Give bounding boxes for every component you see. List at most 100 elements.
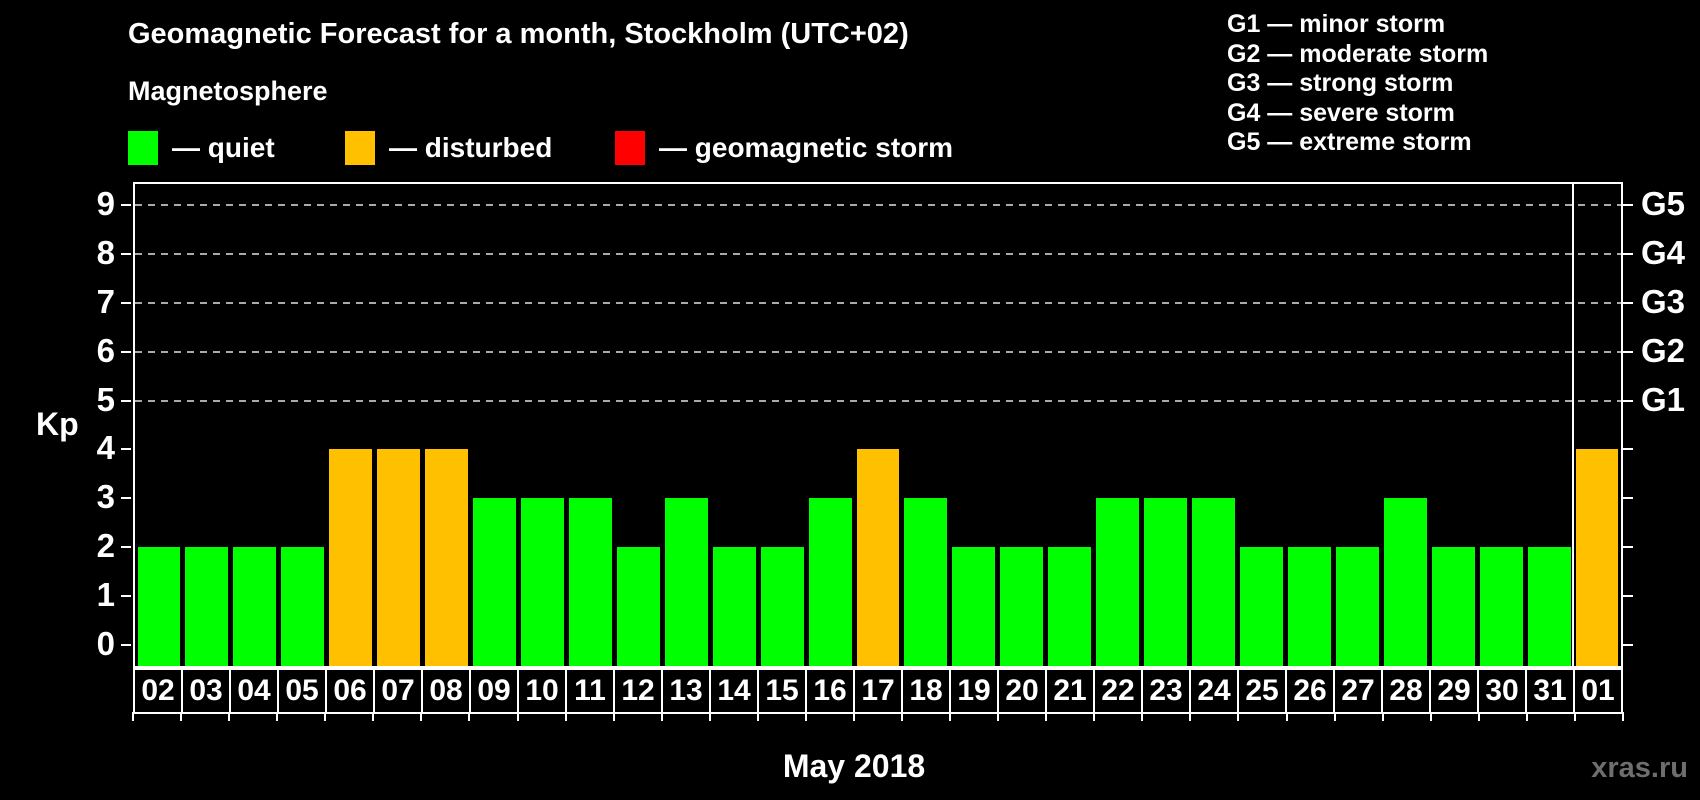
day-boundary-tick — [1189, 712, 1191, 721]
bar-day-08 — [425, 449, 469, 666]
day-boundary-tick — [1334, 712, 1336, 721]
day-label-cell-06: 06 — [327, 670, 375, 712]
bar-day-23 — [1144, 498, 1188, 666]
kp-tick-right-9 — [1623, 203, 1633, 206]
bar-day-14 — [712, 547, 756, 666]
day-label-cell-19: 19 — [951, 670, 999, 712]
bar-day-06 — [329, 449, 373, 666]
storm-scale-g1: G1 — minor storm — [1227, 10, 1446, 38]
kp-tick-right-3 — [1623, 497, 1633, 500]
month-label: May 2018 — [782, 748, 926, 784]
day-boundary-tick — [1045, 712, 1047, 721]
day-label-cell-20: 20 — [999, 670, 1047, 712]
day-boundary-tick — [1141, 712, 1143, 721]
day-boundary-tick — [1093, 712, 1095, 721]
day-label-cell-02: 02 — [135, 670, 183, 712]
day-label-cell-04: 04 — [231, 670, 279, 712]
kp-tick-right-4 — [1623, 448, 1633, 451]
bar-day-15 — [760, 547, 804, 666]
quiet-swatch-icon — [128, 131, 158, 165]
day-label-cell-23: 23 — [1143, 670, 1191, 712]
day-label-cell-16: 16 — [807, 670, 855, 712]
day-boundary-tick — [276, 712, 278, 721]
day-label-cell-17: 17 — [855, 670, 903, 712]
g-level-label-g4: G4 — [1641, 233, 1686, 271]
bar-day-17 — [856, 449, 900, 666]
grid-line-kp9 — [135, 203, 1621, 206]
day-label-row: 02 03 04 05 06 07 08 09 10 11 12 13 14 15 16 17 18 19 20 21… — [133, 668, 1623, 714]
bar-day-27 — [1335, 547, 1379, 666]
bar-day-05 — [281, 547, 325, 666]
day-label-cell-01: 01 — [1581, 674, 1615, 707]
legend-item-quiet: — quiet — [128, 130, 275, 166]
kp-tick-right-8 — [1623, 252, 1633, 255]
day-label-cell-11: 11 — [567, 670, 615, 712]
kp-tick-label-6: 6 — [96, 331, 115, 369]
storm-swatch-icon — [615, 131, 645, 165]
kp-tick-left-9 — [121, 203, 131, 206]
grid-line-kp5 — [135, 399, 1621, 402]
legend-item-disturbed: — disturbed — [345, 130, 552, 166]
day-boundary-tick — [901, 712, 903, 721]
watermark-xras: xras.ru — [1591, 752, 1688, 784]
day-boundary-tick — [1526, 712, 1528, 721]
legend-label-storm: — geomagnetic storm — [659, 132, 954, 163]
kp-tick-left-2 — [121, 546, 131, 549]
day-label-cell-24: 24 — [1191, 670, 1239, 712]
day-boundary-tick — [420, 712, 422, 721]
day-label-cell-25: 25 — [1239, 670, 1287, 712]
kp-tick-label-4: 4 — [96, 429, 115, 467]
bar-day-12 — [616, 547, 660, 666]
kp-tick-right-6 — [1623, 350, 1633, 353]
day-label-cell-15: 15 — [759, 670, 807, 712]
day-label-cell-09: 09 — [471, 670, 519, 712]
kp-tick-left-3 — [121, 497, 131, 500]
day-boundary-tick — [180, 712, 182, 721]
day-label-cell-14: 14 — [711, 670, 759, 712]
bar-day-10 — [520, 498, 564, 666]
bar-day-30 — [1479, 547, 1523, 666]
day-boundary-tick — [565, 712, 567, 721]
kp-tick-label-5: 5 — [96, 380, 115, 418]
kp-tick-left-4 — [121, 448, 131, 451]
bar-day-04 — [233, 547, 277, 666]
kp-tick-left-1 — [121, 595, 131, 598]
page-title: Geomagnetic Forecast for a month, Stockh… — [128, 18, 909, 50]
bar-day-16 — [808, 498, 852, 666]
month-separator-line — [1572, 184, 1575, 666]
day-label-cell-12: 12 — [615, 670, 663, 712]
kp-tick-label-8: 8 — [96, 233, 115, 271]
day-boundary-tick — [1237, 712, 1239, 721]
day-boundary-tick — [661, 712, 663, 721]
bar-day-19 — [952, 547, 996, 666]
day-boundary-tick — [1382, 712, 1384, 721]
day-boundary-tick — [709, 712, 711, 721]
g-level-label-g2: G2 — [1641, 331, 1686, 369]
kp-tick-label-0: 0 — [96, 625, 115, 663]
day-label-cell-05: 05 — [279, 670, 327, 712]
day-boundary-tick — [132, 712, 134, 721]
day-label-cell-27: 27 — [1335, 670, 1383, 712]
bar-day-09 — [473, 498, 516, 666]
day-boundary-tick — [372, 712, 374, 721]
bar-day-07 — [377, 449, 421, 666]
day-label-cell-21: 21 — [1047, 670, 1095, 712]
day-label-cell-29: 29 — [1431, 670, 1479, 712]
storm-scale-g5: G5 — extreme storm — [1227, 128, 1472, 156]
kp-tick-label-7: 7 — [96, 282, 115, 320]
day-boundary-tick — [997, 712, 999, 721]
day-boundary-tick — [949, 712, 951, 721]
day-boundary-tick — [805, 712, 807, 721]
bar-day-25 — [1240, 547, 1283, 666]
day-label-cell-08: 08 — [423, 670, 471, 712]
kp-tick-right-1 — [1623, 595, 1633, 598]
bar-day-11 — [568, 498, 612, 666]
legend-item-storm: — geomagnetic storm — [615, 130, 953, 166]
chart-plot-area — [133, 182, 1623, 668]
bar-day-18 — [904, 498, 948, 666]
day-label-cell-18: 18 — [903, 670, 951, 712]
bar-day-13 — [664, 498, 708, 666]
kp-tick-left-8 — [121, 252, 131, 255]
bar-day-24 — [1192, 498, 1235, 666]
bar-day-26 — [1287, 547, 1331, 666]
